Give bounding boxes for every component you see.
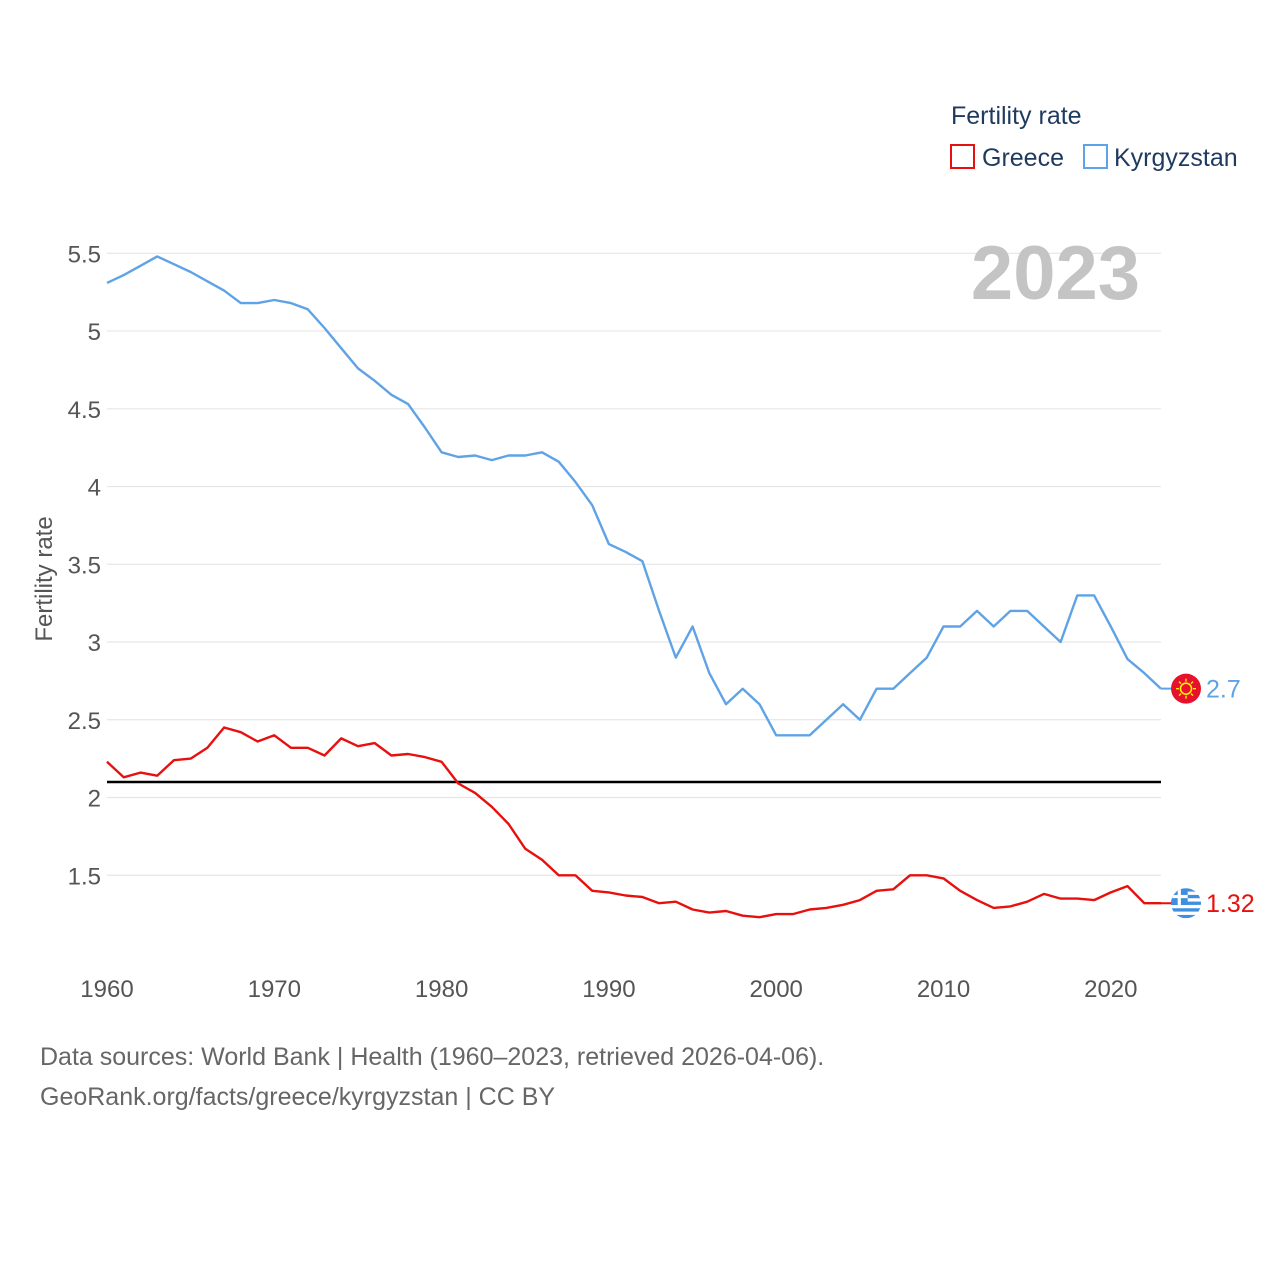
- y-tick-label: 4: [88, 475, 101, 502]
- legend-swatch-greece[interactable]: [950, 144, 975, 169]
- greece-end-value: 1.32: [1206, 890, 1255, 918]
- y-tick-label: 3.5: [68, 552, 101, 579]
- year-label: 2023: [971, 231, 1140, 316]
- footer-sources: Data sources: World Bank | Health (1960–…: [40, 1043, 825, 1071]
- series-lines: [106, 255, 1186, 919]
- legend-title: Fertility rate: [951, 102, 1082, 130]
- x-tick-label: 1990: [582, 976, 635, 1003]
- y-tick-label: 2.5: [68, 708, 101, 735]
- kyrgyzstan-flag-icon: [1171, 673, 1201, 704]
- x-tick-labels: 1960 1970 1980 1990 2000 2010 2020: [80, 976, 1137, 1003]
- y-tick-label: 3: [88, 630, 101, 657]
- series-line-greece[interactable]: [106, 726, 1161, 919]
- greece-flag-icon: [1171, 888, 1201, 919]
- legend-label-greece[interactable]: Greece: [982, 144, 1064, 172]
- y-tick-labels: 1.5 2 2.5 3 3.5 4 4.5 5 5.5: [68, 241, 101, 890]
- legend: Fertility rate Greece Kyrgyzstan: [950, 102, 1238, 172]
- legend-swatch-kyrgyzstan[interactable]: [1083, 144, 1108, 169]
- x-tick-label: 1960: [80, 976, 133, 1003]
- y-tick-label: 1.5: [68, 863, 101, 890]
- kyrgyzstan-end-value: 2.7: [1206, 676, 1241, 704]
- gridlines: [107, 252, 1161, 876]
- x-tick-label: 1970: [248, 976, 301, 1003]
- y-tick-label: 2: [88, 786, 101, 813]
- y-tick-label: 4.5: [68, 397, 101, 424]
- y-tick-label: 5: [88, 319, 101, 346]
- x-tick-label: 1980: [415, 976, 468, 1003]
- series-line-kyrgyzstan[interactable]: [106, 255, 1162, 737]
- legend-label-kyrgyzstan[interactable]: Kyrgyzstan: [1114, 144, 1238, 172]
- x-tick-label: 2020: [1084, 976, 1137, 1003]
- x-tick-label: 2000: [750, 976, 803, 1003]
- y-tick-label: 5.5: [68, 241, 101, 268]
- y-axis-title: Fertility rate: [31, 516, 58, 641]
- footer-link[interactable]: GeoRank.org/facts/greece/kyrgyzstan | CC…: [40, 1083, 556, 1111]
- x-tick-label: 2010: [917, 976, 970, 1003]
